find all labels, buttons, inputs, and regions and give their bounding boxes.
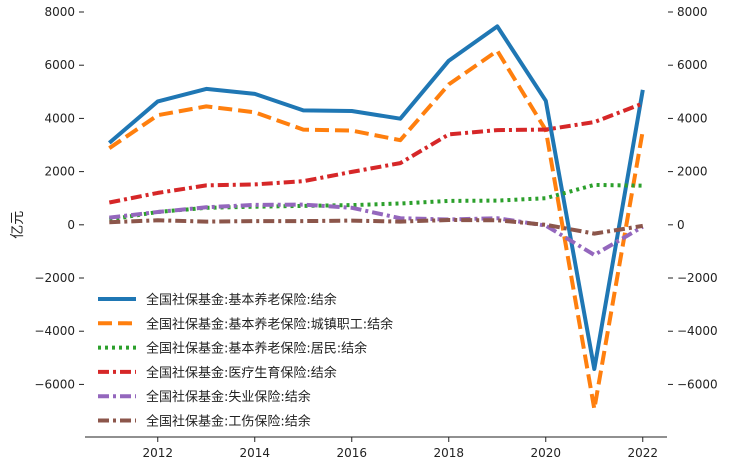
y-tick-label-left--4000: −4000 <box>34 324 75 338</box>
x-tick-label-2016: 2016 <box>336 446 367 460</box>
y-tick-label-left--2000: −2000 <box>34 271 75 285</box>
y-tick-label-right-6000: 6000 <box>677 58 708 72</box>
y-tick-label-right-0: 0 <box>677 218 685 232</box>
legend-label-4: 全国社保基金:失业保险:结余 <box>146 389 311 405</box>
y-tick-label-right-8000: 8000 <box>677 5 708 19</box>
y-axis-title: 亿元 <box>10 211 26 239</box>
y-tick-label-right--6000: −6000 <box>677 377 718 391</box>
y-tick-label-left-6000: 6000 <box>44 58 75 72</box>
axes: 2012 2014 2016 2018 2020 2022 −6000 −4000 −2000 0… <box>10 5 718 460</box>
series-layer <box>107 24 645 411</box>
series-line-1 <box>108 48 645 411</box>
legend-label-3: 全国社保基金:医疗生育保险:结余 <box>146 365 337 381</box>
y-tick-label-left-0: 0 <box>67 218 75 232</box>
y-tick-label-left-2000: 2000 <box>44 165 75 179</box>
series-line-4 <box>109 202 644 257</box>
legend: 全国社保基金:基本养老保险:结余全国社保基金:基本养老保险:城镇职工:结余全国社… <box>98 292 393 430</box>
y-tick-label-right-4000: 4000 <box>677 111 708 125</box>
legend-label-1: 全国社保基金:基本养老保险:城镇职工:结余 <box>146 316 393 332</box>
series-line-3 <box>108 101 644 205</box>
y-tick-label-right--4000: −4000 <box>677 324 718 338</box>
legend-label-0: 全国社保基金:基本养老保险:结余 <box>146 292 337 308</box>
y-tick-label-left-4000: 4000 <box>44 111 75 125</box>
series-line-0 <box>107 24 645 371</box>
legend-label-2: 全国社保基金:基本养老保险:居民:结余 <box>146 341 367 357</box>
x-tick-label-2012: 2012 <box>142 446 173 460</box>
y-tick-label-left--6000: −6000 <box>34 377 75 391</box>
y-tick-label-right--2000: −2000 <box>677 271 718 285</box>
x-tick-label-2018: 2018 <box>433 446 464 460</box>
x-tick-label-2014: 2014 <box>239 446 270 460</box>
series-line-2 <box>108 182 643 222</box>
x-tick-label-2020: 2020 <box>530 446 561 460</box>
y-tick-label-right-2000: 2000 <box>677 165 708 179</box>
y-tick-label-left-8000: 8000 <box>44 5 75 19</box>
x-tick-label-2022: 2022 <box>627 446 658 460</box>
series-line-5 <box>109 218 644 236</box>
legend-label-5: 全国社保基金:工伤保险:结余 <box>146 414 311 430</box>
